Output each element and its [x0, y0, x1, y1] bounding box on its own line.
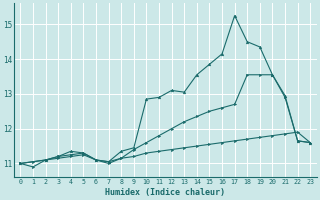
X-axis label: Humidex (Indice chaleur): Humidex (Indice chaleur) — [105, 188, 225, 197]
